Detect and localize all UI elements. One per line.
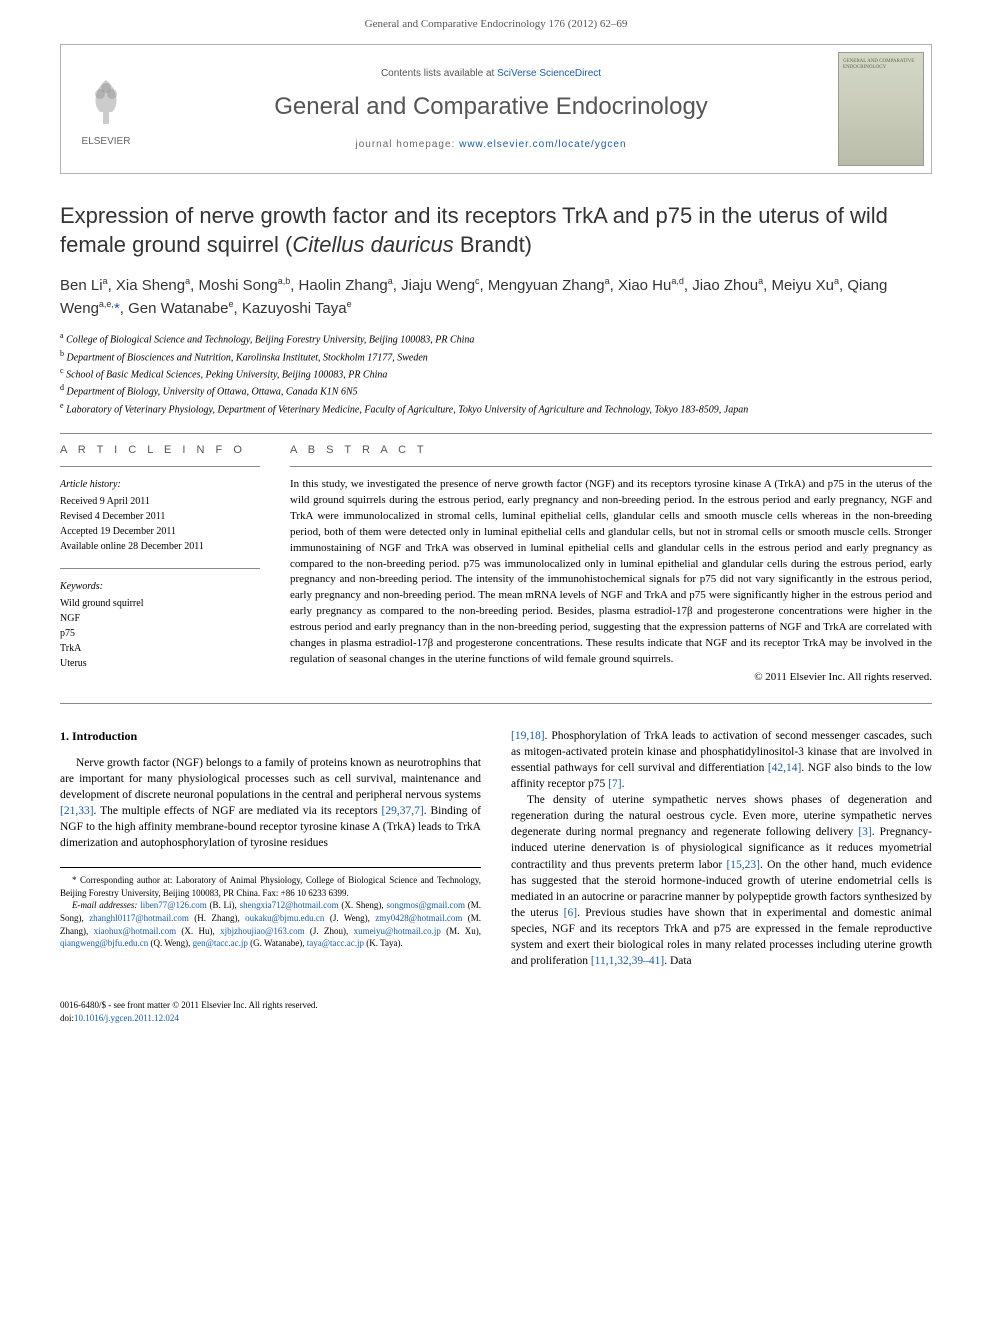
doi-link[interactable]: 10.1016/j.ygcen.2011.12.024 — [74, 1013, 179, 1023]
body-left-column: 1. Introduction Nerve growth factor (NGF… — [60, 728, 481, 969]
publisher-name: ELSEVIER — [82, 136, 131, 147]
email-link[interactable]: qiangweng@bjfu.edu.cn — [60, 938, 148, 948]
abstract-text: In this study, we investigated the prese… — [290, 477, 932, 668]
history-line: Revised 4 December 2011 — [60, 509, 260, 524]
publisher-logo: ELSEVIER — [61, 45, 151, 173]
email-link[interactable]: shengxia712@hotmail.com — [240, 900, 339, 910]
history-line: Available online 28 December 2011 — [60, 539, 260, 554]
ref-link-21-33[interactable]: [21,33] — [60, 805, 94, 817]
journal-homepage-line: journal homepage: www.elsevier.com/locat… — [355, 139, 626, 150]
intro-text-1a: Nerve growth factor (NGF) belongs to a f… — [60, 757, 481, 801]
sciencedirect-link[interactable]: SciVerse ScienceDirect — [497, 68, 601, 79]
contents-prefix: Contents lists available at — [381, 68, 497, 79]
email-link[interactable]: xiaohux@hotmail.com — [94, 926, 177, 936]
journal-name: General and Comparative Endocrinology — [274, 93, 708, 121]
history-label: Article history: — [60, 477, 260, 492]
ref-link-42-14[interactable]: [42,14] — [768, 762, 802, 774]
abstract-copyright: © 2011 Elsevier Inc. All rights reserved… — [290, 671, 932, 683]
article-title: Expression of nerve growth factor and it… — [60, 202, 932, 259]
divider-top — [60, 433, 932, 434]
intro-text-1b: . The multiple effects of NGF are mediat… — [94, 805, 382, 817]
affiliation-line: e Laboratory of Veterinary Physiology, D… — [60, 400, 932, 417]
footnotes-block: * Corresponding author at: Laboratory of… — [60, 867, 481, 950]
elsevier-tree-icon — [76, 72, 136, 132]
ref-link-6[interactable]: [6] — [564, 907, 577, 919]
article-info-column: A R T I C L E I N F O Article history: R… — [60, 444, 260, 685]
affiliation-line: b Department of Biosciences and Nutritio… — [60, 348, 932, 365]
cover-title-text: GENERAL AND COMPARATIVE ENDOCRINOLOGY — [843, 59, 919, 70]
history-line: Accepted 19 December 2011 — [60, 524, 260, 539]
page-footer: 0016-6480/$ - see front matter © 2011 El… — [0, 999, 992, 1024]
abstract-heading: A B S T R A C T — [290, 444, 932, 456]
intro-paragraph-1-cont: [19,18]. Phosphorylation of TrkA leads t… — [511, 728, 932, 792]
ref-link-29-37-7[interactable]: [29,37,7] — [382, 805, 424, 817]
corresponding-author-note: * Corresponding author at: Laboratory of… — [60, 874, 481, 899]
email-link[interactable]: xumeiyu@hotmail.co.jp — [354, 926, 441, 936]
header-box: ELSEVIER Contents lists available at Sci… — [60, 44, 932, 174]
ref-link-3[interactable]: [3] — [858, 826, 871, 838]
keyword-line: p75 — [60, 626, 260, 641]
homepage-link[interactable]: www.elsevier.com/locate/ygcen — [459, 139, 626, 150]
contents-available-line: Contents lists available at SciVerse Sci… — [381, 68, 601, 79]
homepage-prefix: journal homepage: — [355, 139, 459, 150]
keyword-line: NGF — [60, 611, 260, 626]
email-link[interactable]: songmos@gmail.com — [386, 900, 465, 910]
info-divider-2 — [60, 568, 260, 569]
affiliations-list: a College of Biological Science and Tech… — [60, 330, 932, 417]
journal-reference: General and Comparative Endocrinology 17… — [0, 0, 992, 44]
footer-doi-line: doi:10.1016/j.ygcen.2011.12.024 — [60, 1012, 932, 1025]
intro-paragraph-2: The density of uterine sympathetic nerve… — [511, 792, 932, 969]
keyword-line: TrkA — [60, 641, 260, 656]
keywords-label: Keywords: — [60, 579, 260, 594]
intro-text-r2e: . Data — [664, 955, 691, 967]
article-history-block: Article history: Received 9 April 2011Re… — [60, 477, 260, 554]
introduction-heading: 1. Introduction — [60, 728, 481, 745]
email-link[interactable]: oukaku@bjmu.edu.cn — [245, 913, 324, 923]
ref-link-19-18[interactable]: [19,18] — [511, 730, 545, 742]
divider-bottom — [60, 703, 932, 704]
authors-list: Ben Lia, Xia Shenga, Moshi Songa,b, Haol… — [60, 275, 932, 320]
keyword-line: Wild ground squirrel — [60, 596, 260, 611]
email-link[interactable]: gen@tacc.ac.jp — [193, 938, 248, 948]
doi-label: doi: — [60, 1013, 74, 1023]
footer-copyright-line: 0016-6480/$ - see front matter © 2011 El… — [60, 999, 932, 1012]
intro-paragraph-1: Nerve growth factor (NGF) belongs to a f… — [60, 755, 481, 852]
email-link[interactable]: zhanghl0117@hotmail.com — [89, 913, 189, 923]
keyword-line: Uterus — [60, 656, 260, 671]
history-line: Received 9 April 2011 — [60, 494, 260, 509]
affiliation-line: d Department of Biology, University of O… — [60, 382, 932, 399]
email-addresses-note: E-mail addresses: liben77@126.com (B. Li… — [60, 899, 481, 949]
affiliation-line: c School of Basic Medical Sciences, Peki… — [60, 365, 932, 382]
keywords-block: Keywords: Wild ground squirrelNGFp75TrkA… — [60, 579, 260, 671]
email-link[interactable]: taya@tacc.ac.jp — [307, 938, 364, 948]
ref-link-15-23[interactable]: [15,23] — [726, 859, 760, 871]
ref-link-7[interactable]: [7] — [608, 778, 621, 790]
abstract-column: A B S T R A C T In this study, we invest… — [290, 444, 932, 685]
intro-text-r1c: . — [622, 778, 625, 790]
email-link[interactable]: zmy0428@hotmail.com — [375, 913, 462, 923]
body-right-column: [19,18]. Phosphorylation of TrkA leads t… — [511, 728, 932, 969]
article-info-heading: A R T I C L E I N F O — [60, 444, 260, 456]
journal-cover-thumbnail: GENERAL AND COMPARATIVE ENDOCRINOLOGY — [831, 45, 931, 173]
affiliation-line: a College of Biological Science and Tech… — [60, 330, 932, 347]
header-center: Contents lists available at SciVerse Sci… — [151, 45, 831, 173]
info-divider-1 — [60, 466, 260, 467]
ref-link-11-1-32-39-41[interactable]: [11,1,32,39–41] — [591, 955, 664, 967]
abstract-divider — [290, 466, 932, 467]
title-species-italic: Citellus dauricus — [292, 232, 453, 257]
title-post: Brandt) — [454, 232, 532, 257]
email-link[interactable]: xjbjzhoujiao@163.com — [220, 926, 305, 936]
email-link[interactable]: liben77@126.com — [140, 900, 207, 910]
